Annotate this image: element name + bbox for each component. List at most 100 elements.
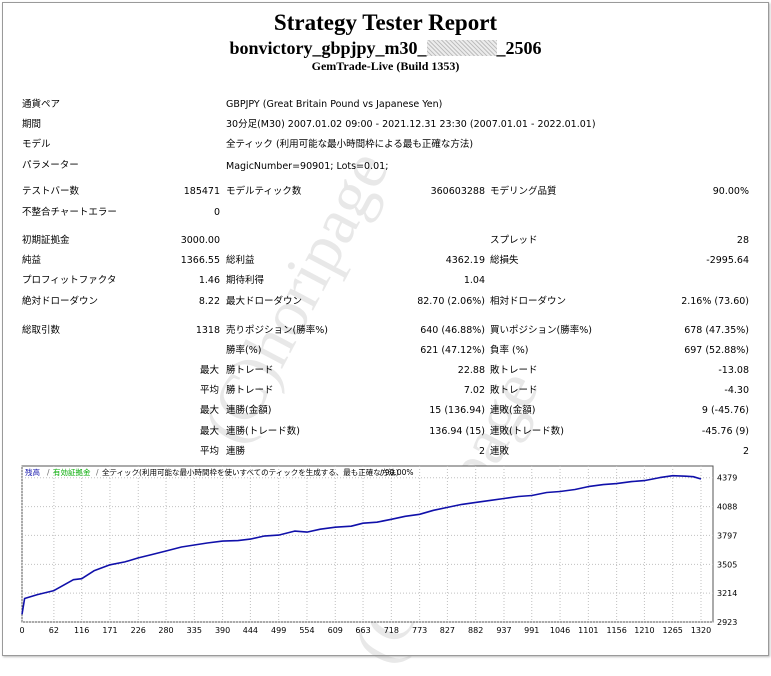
stat-label: 負率 (%)	[490, 345, 529, 356]
stat-value: 1.04	[463, 275, 485, 286]
stat-label: 絶対ドローダウン	[22, 296, 99, 307]
stat-value: 4362.19	[445, 255, 485, 266]
stat-value: 678 (47.35%)	[684, 325, 749, 336]
x-tick-label: 663	[355, 626, 370, 635]
info-label: モデル	[22, 139, 51, 150]
report-title: Strategy Tester Report	[273, 10, 498, 35]
balance-series-line	[21, 474, 702, 615]
x-tick-label: 335	[187, 626, 202, 635]
info-label: 期間	[22, 119, 42, 130]
stat-value: 360603288	[430, 186, 485, 197]
stat-label: 連勝	[226, 446, 246, 457]
stat-label: 買いポジション(勝率%)	[490, 325, 592, 336]
info-label: パラメーター	[22, 160, 79, 171]
stat-value: 2	[478, 446, 485, 457]
info-value: 30分足(M30) 2007.01.02 09:00 - 2021.12.31 …	[226, 119, 596, 130]
expert-name-suffix: _2506	[496, 38, 542, 58]
stat-label: 敗トレード	[490, 385, 538, 396]
balance-chart-svg: 0 62 116 171 226 280 335 390 444 499 554 609 663 718 7…	[19, 465, 737, 635]
stat-label: 相対ドローダウン	[490, 296, 567, 307]
stat-value: 8.22	[198, 296, 220, 307]
stat-label: 初期証拠金	[22, 235, 70, 246]
x-tick-label: 1265	[663, 626, 683, 635]
y-tick-label: 3797	[717, 531, 737, 540]
x-tick-label: 499	[271, 626, 286, 635]
stat-value: 22.88	[457, 365, 485, 376]
x-tick-label: 937	[496, 626, 511, 635]
stat-label: 連勝(金額)	[226, 405, 272, 416]
stat-label: 連勝(トレード数)	[226, 426, 300, 437]
stat-label: 期待利得	[226, 275, 265, 286]
stat-value: -45.76 (9)	[701, 426, 749, 437]
legend-separator: /	[47, 468, 50, 477]
stat-label: 純益	[22, 255, 42, 266]
stat-label: モデルティック数	[226, 186, 302, 197]
x-tick-label: 609	[328, 626, 343, 635]
stat-value: 1366.55	[180, 255, 220, 266]
x-tick-label: 1210	[634, 626, 654, 635]
x-tick-label: 280	[158, 626, 173, 635]
stat-label: 勝トレード	[226, 385, 274, 396]
stat-prefix: 最大	[200, 426, 220, 437]
x-tick-label: 226	[131, 626, 146, 635]
stat-label: 不整合チャートエラー	[22, 207, 117, 218]
stat-label: モデリング品質	[490, 186, 557, 197]
x-tick-label: 444	[243, 626, 258, 635]
x-tick-label: 0	[20, 626, 25, 635]
info-label: 通貨ペア	[22, 99, 61, 110]
x-tick-label: 1320	[691, 626, 711, 635]
x-tick-label: 827	[440, 626, 455, 635]
chart-plot-area	[21, 465, 714, 623]
y-tick-label: 3214	[717, 589, 737, 598]
x-tick-label: 62	[49, 626, 59, 635]
stat-prefix: 最大	[200, 405, 220, 416]
stat-value: -4.30	[724, 385, 749, 396]
y-tick-label: 4088	[717, 503, 737, 512]
stat-value: 9 (-45.76)	[701, 405, 749, 416]
info-value: 全ティック (利用可能な最小時間枠による最も正確な方法)	[226, 139, 474, 150]
stat-value: 90.00%	[712, 186, 749, 197]
stat-label: プロフィットファクタ	[22, 275, 117, 286]
x-tick-label: 390	[215, 626, 230, 635]
y-tick-label: 3505	[717, 560, 737, 569]
stat-label: テストバー数	[22, 186, 80, 197]
legend-quality: / 90.00%	[380, 468, 414, 477]
stat-value: 621 (47.12%)	[420, 345, 485, 356]
stat-label: 連敗	[490, 446, 510, 457]
stat-label: 勝トレード	[226, 365, 274, 376]
stat-value: 640 (46.88%)	[420, 325, 485, 336]
stat-prefix: 最大	[200, 365, 220, 376]
info-value: MagicNumber=90901; Lots=0.01;	[226, 161, 389, 172]
stat-value: -13.08	[718, 365, 749, 376]
x-tick-label: 718	[384, 626, 399, 635]
x-tick-label: 991	[524, 626, 539, 635]
stat-value: -2995.64	[706, 255, 749, 266]
stat-value: 2.16% (73.60)	[681, 296, 749, 307]
stat-value: 2	[742, 446, 749, 457]
x-tick-label: 1156	[606, 626, 626, 635]
stat-prefix: 平均	[200, 446, 220, 457]
y-tick-label: 2923	[717, 618, 737, 627]
stat-value: 697 (52.88%)	[684, 345, 749, 356]
info-value: GBPJPY (Great Britain Pound vs Japanese …	[226, 99, 443, 110]
stat-value: 15 (136.94)	[429, 405, 485, 416]
stat-label: 敗トレード	[490, 365, 538, 376]
x-tick-label: 554	[299, 626, 314, 635]
stat-value: 185471	[183, 186, 220, 197]
stat-label: 勝率(%)	[226, 345, 262, 356]
stat-label: 総利益	[226, 255, 255, 266]
legend-equity: 有効証拠金	[53, 467, 91, 477]
stat-value: 3000.00	[180, 235, 220, 246]
stat-label: 総損失	[490, 255, 519, 266]
expert-name: bonvictory_gbpjpy_m30_ _2506	[0, 38, 771, 59]
balance-chart: 0 62 116 171 226 280 335 390 444 499 554 609 663 718 7…	[19, 464, 750, 639]
y-tick-label: 4379	[717, 474, 737, 483]
legend-balance: 残高	[25, 467, 40, 477]
stat-label: 最大ドローダウン	[226, 296, 303, 307]
stat-value: 0	[213, 207, 220, 218]
stat-value: 82.70 (2.06%)	[417, 296, 485, 307]
stat-label: 売りポジション(勝率%)	[226, 325, 328, 336]
legend-model: 全ティック(利用可能な最小時間枠を使いすべてのティックを生成する、最も正確な方法…	[102, 467, 399, 477]
stat-value: 1318	[195, 325, 220, 336]
stat-value: 28	[736, 235, 749, 246]
